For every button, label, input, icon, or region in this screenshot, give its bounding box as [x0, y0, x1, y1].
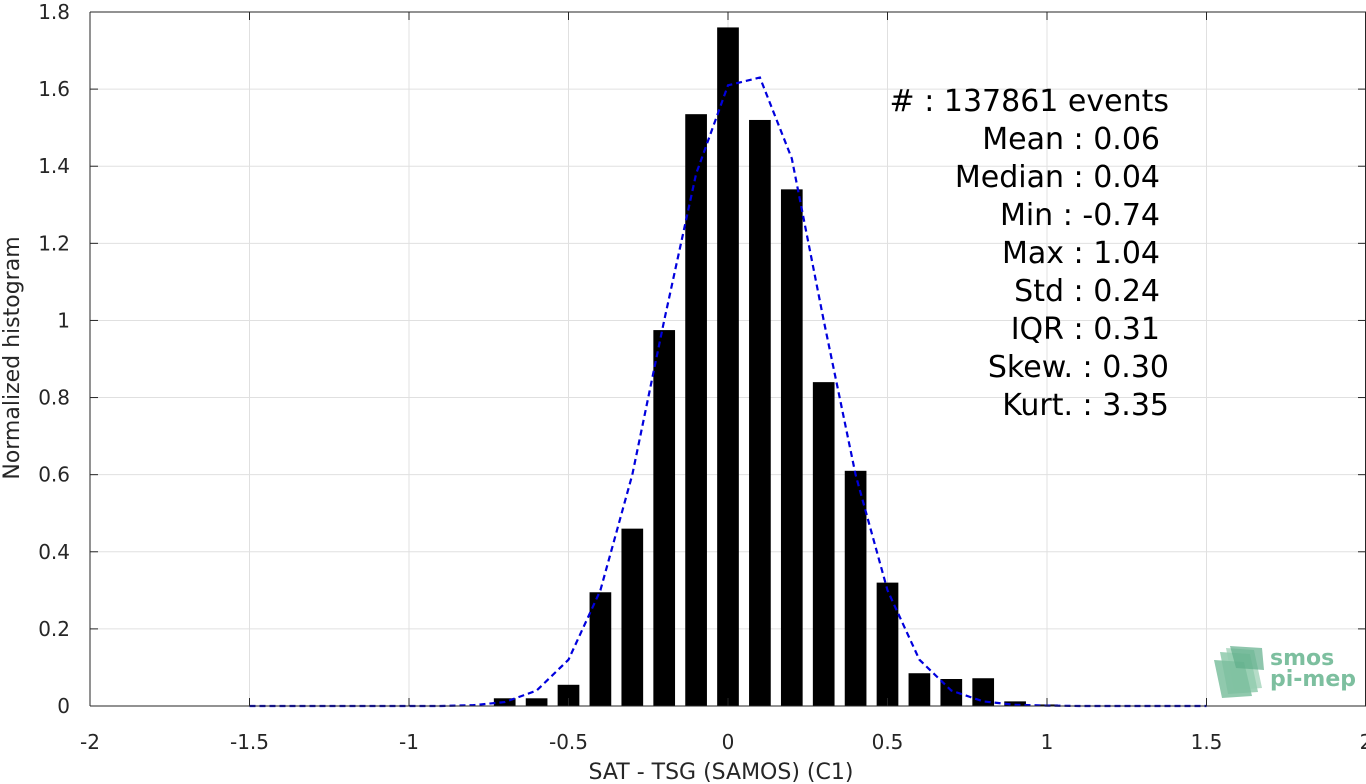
histogram-bar — [940, 679, 963, 706]
histogram-bar — [685, 114, 707, 706]
stat-kurt: Kurt. : 3.35 — [1002, 388, 1169, 423]
stat-std: Std : 0.24 — [1014, 274, 1160, 309]
histogram-bar — [525, 698, 548, 706]
x-tick-label: 0 — [722, 730, 735, 754]
y-axis-label: Normalized histogram — [0, 236, 25, 479]
x-tick-label: -2 — [80, 730, 100, 754]
histogram-bar — [557, 684, 580, 706]
histogram-bar — [780, 189, 803, 706]
x-tick-label: -1.5 — [230, 730, 269, 754]
stat-iqr: IQR : 0.31 — [1011, 312, 1160, 347]
y-tick-labels: 0 0.2 0.4 0.6 0.8 1 1.2 1.4 1.6 1.8 — [38, 0, 70, 718]
histogram-bar — [812, 382, 835, 706]
histogram-bar — [876, 582, 899, 706]
stat-events: # : 137861 events — [890, 84, 1169, 119]
y-tick-label: 0 — [57, 694, 70, 718]
y-tick-label: 0.8 — [38, 386, 70, 410]
histogram-bar — [653, 330, 676, 706]
histogram-bar — [589, 592, 612, 706]
histogram-bar — [749, 119, 771, 706]
x-tick-label: -0.5 — [549, 730, 588, 754]
logo-emblem-icon — [1214, 646, 1264, 698]
bars — [493, 27, 1058, 706]
logo-text-line1: smos — [1270, 646, 1334, 671]
stat-median: Median : 0.04 — [955, 160, 1160, 195]
y-tick-label: 1.4 — [38, 154, 70, 178]
y-tick-label: 0.6 — [38, 463, 70, 487]
x-tick-label: 1.5 — [1191, 730, 1223, 754]
histogram-bar — [717, 27, 739, 706]
y-tick-label: 1.8 — [38, 0, 70, 24]
y-tick-label: 1.6 — [38, 77, 70, 101]
stat-min: Min : -0.74 — [1000, 198, 1160, 233]
histogram-bar — [844, 470, 867, 706]
y-tick-label: 1.2 — [38, 231, 70, 255]
x-axis-label: SAT - TSG (SAMOS) (C1) — [589, 760, 854, 784]
stat-mean: Mean : 0.06 — [982, 122, 1160, 157]
x-tick-label: 1 — [1041, 730, 1054, 754]
x-tick-label: 0.5 — [872, 730, 904, 754]
histogram-bar — [908, 673, 931, 706]
y-tick-label: 1 — [57, 308, 70, 332]
histogram-bar — [621, 528, 644, 706]
x-tick-label: 2 — [1360, 730, 1366, 754]
x-tick-labels: -2 -1.5 -1 -0.5 0 0.5 1 1.5 2 — [80, 730, 1366, 754]
statistics-annotation: # : 137861 events Mean : 0.06 Median : 0… — [890, 84, 1169, 423]
x-tick-label: -1 — [399, 730, 419, 754]
histogram-bar — [1004, 701, 1026, 706]
y-tick-label: 0.2 — [38, 617, 70, 641]
logo-text-line2: pi-mep — [1270, 667, 1356, 692]
smos-pi-mep-logo: smos pi-mep — [1214, 646, 1356, 698]
stat-max: Max : 1.04 — [1002, 236, 1160, 271]
y-tick-label: 0.4 — [38, 540, 70, 564]
histogram-bar — [972, 678, 995, 706]
stat-skew: Skew. : 0.30 — [988, 350, 1169, 385]
